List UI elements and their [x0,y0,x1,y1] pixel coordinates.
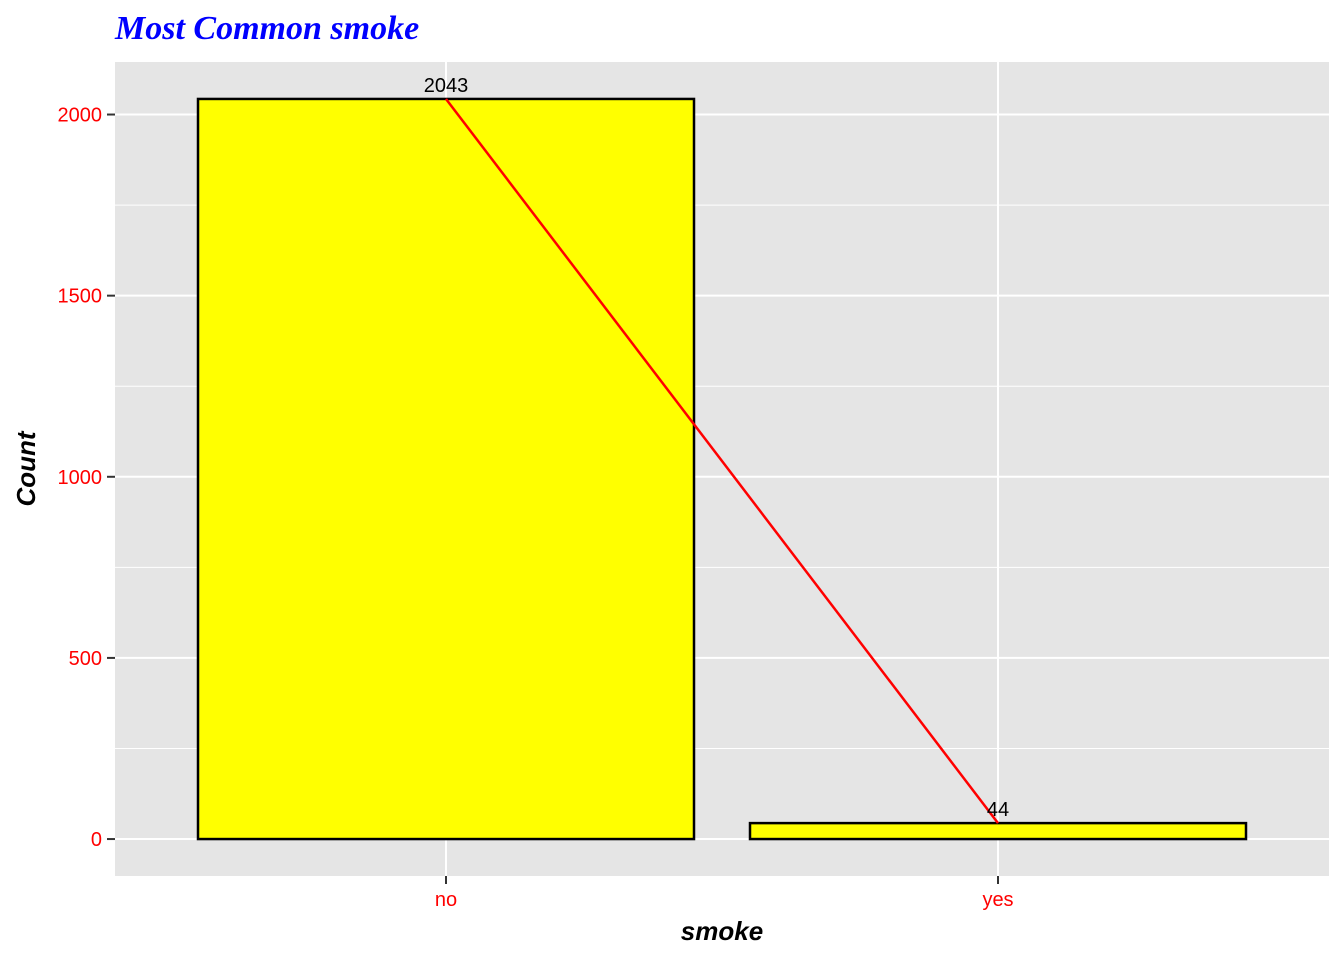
data-label-yes: 44 [987,799,1009,821]
y-tick-label: 1000 [58,467,103,489]
bar-yes [748,821,1248,841]
y-tick-label: 1500 [58,286,103,308]
x-tick-label-yes: yes [982,889,1013,911]
chart-title: Most Common smoke [114,10,419,47]
x-axis-title: smoke [681,916,763,946]
y-tick-label: 2000 [58,105,103,127]
trend-line [445,98,999,824]
y-tick-label: 500 [69,648,102,670]
x-axis: no yes [435,876,1014,911]
bar-no [196,97,696,841]
trend-line-group [445,98,999,824]
y-axis-title: Count [11,430,41,506]
data-label-no: 2043 [424,75,469,97]
y-axis: 0 500 1000 1500 2000 [58,105,115,851]
data-labels: 2043 44 [424,75,1009,821]
x-tick-label-no: no [435,889,457,911]
y-tick-label: 0 [91,829,102,851]
bars [196,97,1248,841]
